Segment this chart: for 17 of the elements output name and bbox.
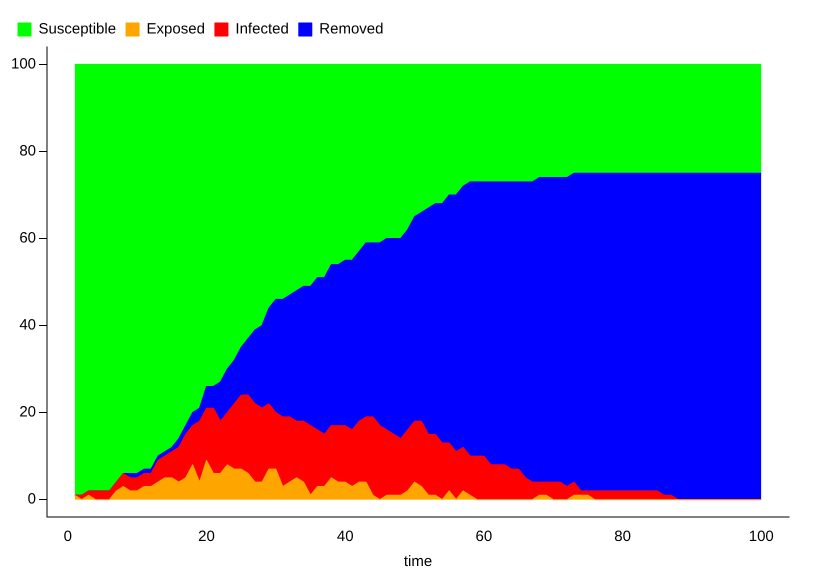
y-tick-label: 0 — [28, 490, 36, 508]
x-tick-label: 60 — [476, 528, 492, 546]
y-tick-label: 40 — [19, 316, 36, 334]
x-tick-label: 40 — [336, 528, 354, 546]
x-tick-label: 0 — [64, 528, 72, 546]
x-tick-label: 20 — [198, 528, 215, 546]
legend-label: Infected — [235, 20, 289, 38]
x-tick-label: 100 — [748, 528, 774, 546]
x-tick-label: 80 — [614, 528, 631, 546]
x-axis-title: time — [404, 553, 432, 570]
y-tick-label: 80 — [19, 142, 36, 160]
legend-label: Removed — [319, 20, 384, 38]
y-tick-label: 60 — [19, 230, 36, 247]
y-tick-label: 100 — [10, 56, 36, 73]
legend-label: Exposed — [146, 20, 205, 38]
y-tick-label: 20 — [19, 404, 36, 421]
legend-label: Susceptible — [38, 20, 116, 38]
